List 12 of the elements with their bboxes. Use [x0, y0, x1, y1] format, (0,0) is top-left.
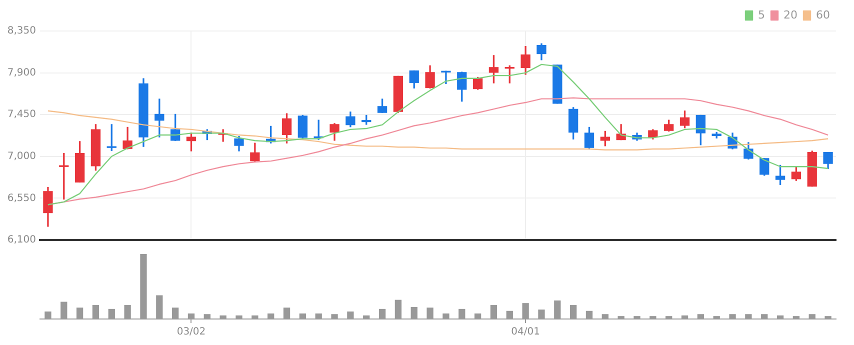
- legend-label: 20: [784, 8, 798, 22]
- y-tick-label: 6,100: [7, 234, 36, 246]
- y-tick-label: 8,350: [7, 26, 36, 37]
- x-tick-label: 03/02: [176, 326, 206, 338]
- y-tick-label: 7,450: [7, 109, 36, 120]
- candlestick: [106, 124, 116, 151]
- y-tick-label: 7,000: [7, 150, 36, 162]
- x-tick-label: 04/01: [511, 326, 540, 338]
- y-tick-label: 7,900: [7, 67, 36, 78]
- y-tick-label: 6,550: [7, 192, 36, 204]
- legend-label: 5: [758, 8, 766, 22]
- legend-label: 60: [816, 8, 830, 22]
